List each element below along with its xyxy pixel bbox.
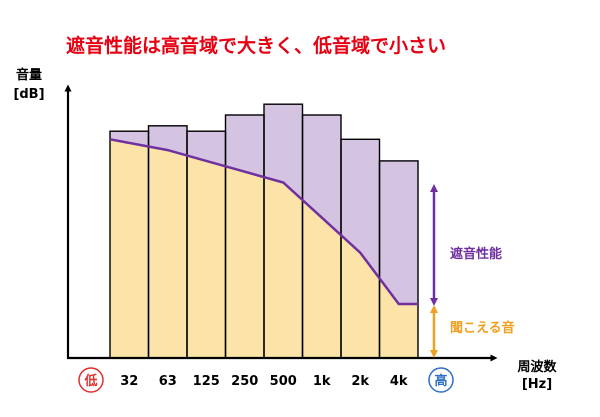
- chart-title: 遮音性能は高音域で大きく、低音域で小さい: [66, 34, 446, 57]
- x-axis-label: 周波数: [517, 359, 557, 375]
- sound-insulation-label: 遮音性能: [450, 246, 502, 262]
- x-tick-32: 32: [120, 374, 138, 389]
- y-axis-unit: [dB]: [13, 87, 44, 102]
- x-tick-2k: 2k: [351, 374, 369, 389]
- x-tick-4k: 4k: [390, 374, 408, 389]
- heard-sound-label: 聞こえる音: [450, 320, 515, 336]
- low-badge: 低: [78, 367, 104, 393]
- high-badge: 高: [428, 367, 454, 393]
- x-tick-500: 500: [270, 374, 297, 389]
- sound-insulation-boundary-line: [109, 138, 418, 306]
- x-tick-63: 63: [159, 374, 177, 389]
- high-label: 高: [434, 373, 447, 389]
- low-label: 低: [83, 373, 97, 389]
- x-tick-125: 125: [193, 374, 220, 389]
- line-layer: [109, 138, 418, 306]
- x-tick-250: 250: [231, 374, 258, 389]
- y-axis-label: 音量: [16, 67, 42, 83]
- x-axis-unit: [Hz]: [522, 377, 552, 392]
- tick-labels: 32 63 125 250 500 1k 2k 4k: [120, 374, 408, 389]
- x-tick-1k: 1k: [313, 374, 331, 389]
